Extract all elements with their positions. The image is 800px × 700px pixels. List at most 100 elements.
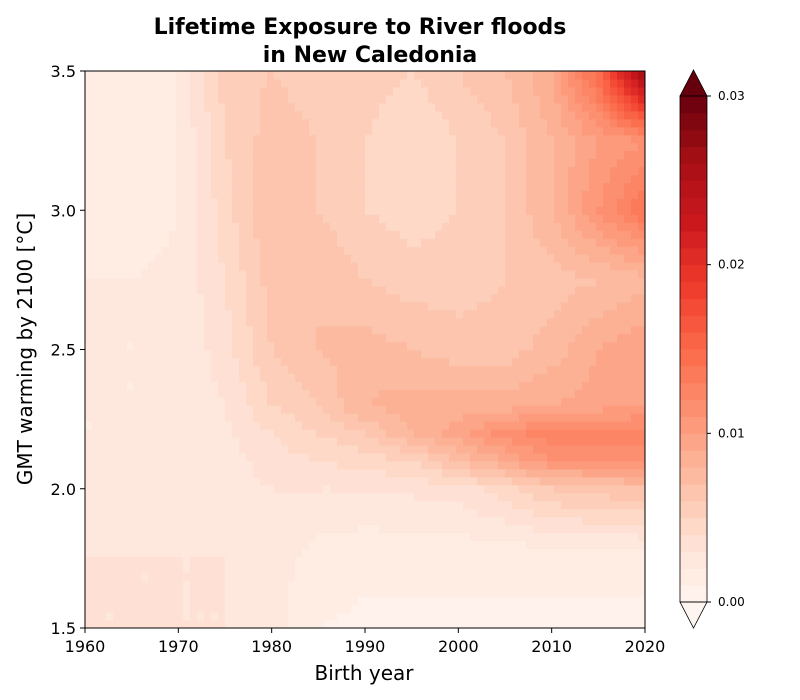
heatmap-cell <box>344 452 352 462</box>
heatmap-cell <box>547 444 555 454</box>
heatmap-cell <box>288 166 296 176</box>
heatmap-cell <box>267 206 275 215</box>
heatmap-cell <box>92 230 100 239</box>
heatmap-cell <box>99 516 107 526</box>
heatmap-cell <box>400 293 408 303</box>
heatmap-cell <box>204 206 212 215</box>
heatmap-cell <box>498 580 506 589</box>
heatmap-cell <box>330 222 338 231</box>
heatmap-cell <box>204 564 212 573</box>
heatmap-cell <box>512 349 520 359</box>
heatmap-cell <box>120 254 128 263</box>
heatmap-cell <box>533 309 541 319</box>
heatmap-cell <box>330 261 338 271</box>
heatmap-cell <box>295 580 303 589</box>
heatmap-cell <box>99 508 107 518</box>
heatmap-cell <box>428 190 436 199</box>
heatmap-cell <box>337 373 345 382</box>
heatmap-cell <box>526 437 534 446</box>
heatmap-cell <box>218 214 226 223</box>
heatmap-cell <box>162 452 170 462</box>
heatmap-cell <box>281 325 289 335</box>
heatmap-cell <box>183 277 191 287</box>
heatmap-cell <box>456 460 464 470</box>
heatmap-cell <box>435 373 443 382</box>
heatmap-cell <box>617 540 625 550</box>
heatmap-cell <box>176 349 184 359</box>
heatmap-cell <box>617 508 625 518</box>
heatmap-cell <box>148 301 156 311</box>
heatmap-cell <box>365 508 373 518</box>
heatmap-cell <box>190 508 198 518</box>
heatmap-cell <box>379 444 387 454</box>
heatmap-cell <box>316 492 324 502</box>
heatmap-cell <box>561 254 569 263</box>
heatmap-cell <box>302 190 310 199</box>
heatmap-cell <box>463 134 471 144</box>
heatmap-cell <box>323 158 331 168</box>
heatmap-cell <box>155 238 163 247</box>
heatmap-cell <box>456 500 464 510</box>
heatmap-cell <box>92 405 100 414</box>
heatmap-cell <box>99 540 107 550</box>
heatmap-cell <box>582 492 590 502</box>
heatmap-cell <box>547 182 555 191</box>
heatmap-cell <box>190 460 198 470</box>
heatmap-cell <box>218 572 226 581</box>
heatmap-cell <box>603 381 611 390</box>
heatmap-cell <box>554 142 562 152</box>
heatmap-cell <box>246 572 254 581</box>
heatmap-cell <box>428 548 436 557</box>
heatmap-cell <box>589 341 597 351</box>
heatmap-cell <box>204 556 212 565</box>
heatmap-cell <box>582 580 590 589</box>
heatmap-cell <box>603 325 611 335</box>
heatmap-cell <box>568 158 576 168</box>
heatmap-cell <box>225 349 233 359</box>
heatmap-cell <box>484 365 492 374</box>
heatmap-cell <box>309 572 317 581</box>
heatmap-cell <box>610 389 618 398</box>
heatmap-cell <box>568 142 576 152</box>
heatmap-cell <box>99 405 107 414</box>
heatmap-cell <box>190 285 198 295</box>
heatmap-cell <box>624 596 632 605</box>
heatmap-cell <box>393 572 401 581</box>
heatmap-cell <box>267 333 275 343</box>
heatmap-cell <box>155 341 163 351</box>
heatmap-cell <box>267 285 275 295</box>
heatmap-cell <box>127 588 135 597</box>
heatmap-cell <box>323 293 331 303</box>
heatmap-cell <box>162 301 170 311</box>
heatmap-cell <box>484 349 492 359</box>
heatmap-cell <box>456 556 464 565</box>
heatmap-cell <box>232 182 240 191</box>
heatmap-cell <box>218 293 226 303</box>
heatmap-cell <box>421 166 429 176</box>
heatmap-cell <box>456 309 464 319</box>
heatmap-cell <box>456 429 464 438</box>
heatmap-cell <box>575 277 583 287</box>
heatmap-cell <box>365 222 373 231</box>
heatmap-cell <box>484 269 492 279</box>
heatmap-cell <box>463 405 471 414</box>
heatmap-cell <box>323 182 331 191</box>
heatmap-cell <box>372 460 380 470</box>
heatmap-cell <box>337 214 345 223</box>
heatmap-cell <box>148 198 156 207</box>
heatmap-cell <box>141 572 149 581</box>
heatmap-cell <box>162 548 170 557</box>
heatmap-cell <box>421 460 429 470</box>
heatmap-cell <box>617 254 625 263</box>
heatmap-cell <box>176 500 184 510</box>
heatmap-cell <box>190 373 198 382</box>
heatmap-cell <box>470 246 478 255</box>
heatmap-cell <box>330 285 338 295</box>
heatmap-cell <box>540 174 548 183</box>
heatmap-cell <box>407 452 415 462</box>
heatmap-cell <box>253 134 261 144</box>
heatmap-cell <box>204 349 212 359</box>
heatmap-cell <box>309 437 317 446</box>
heatmap-cell <box>92 238 100 247</box>
heatmap-cell <box>358 325 366 335</box>
